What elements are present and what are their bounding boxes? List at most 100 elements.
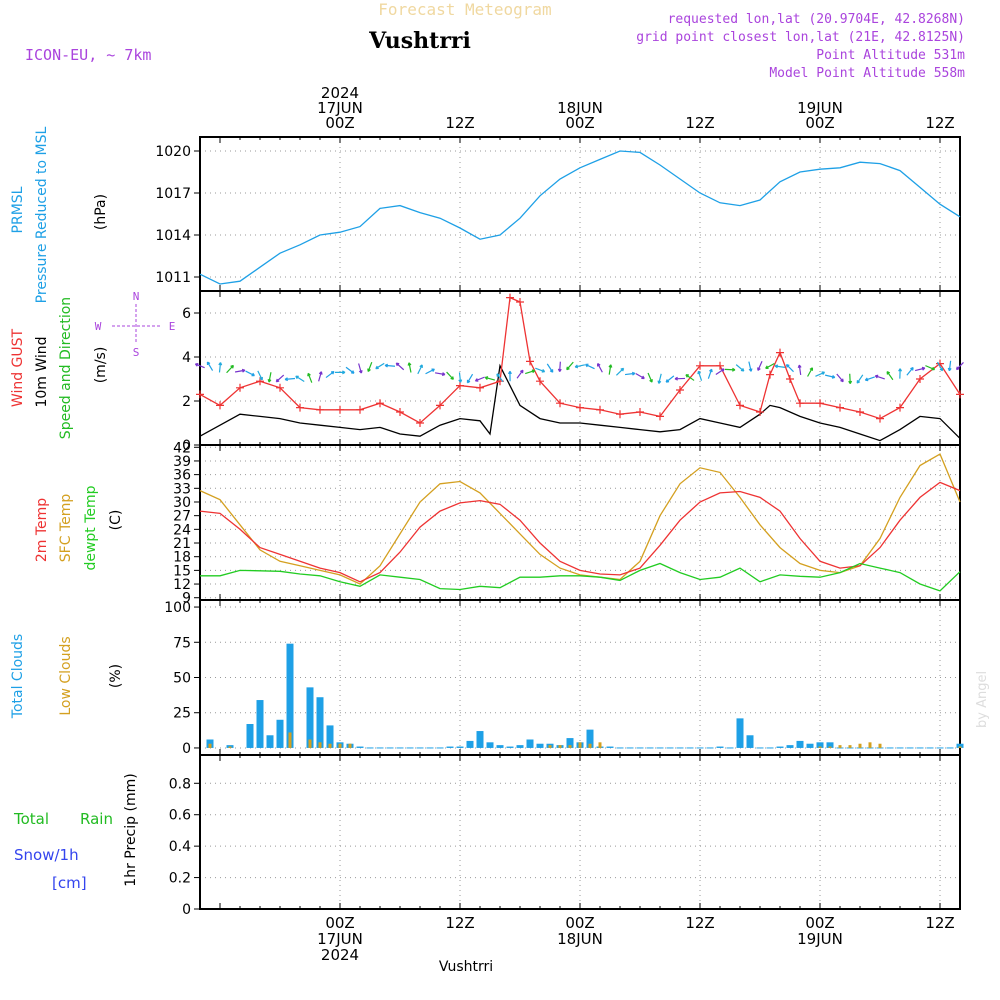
- clouds-unit: (%): [108, 664, 124, 688]
- temp-frame: [199, 444, 961, 601]
- total-cloud-bar: [956, 743, 964, 748]
- pressure-ytick-label: 1014: [155, 228, 191, 244]
- clouds-label-1: Total Clouds: [10, 634, 26, 719]
- temp-ytick-label: 18: [173, 550, 191, 566]
- gust-marker: [786, 375, 794, 383]
- wind-label-3: Speed and Direction: [58, 297, 74, 439]
- temp-ytick-label: 12: [173, 577, 191, 593]
- wind-direction-arrow: [665, 375, 675, 383]
- wind-direction-arrow: [245, 370, 255, 377]
- gust-marker: [836, 403, 844, 412]
- wind-direction-arrow: [707, 368, 713, 379]
- pressure-unit: (hPa): [93, 194, 109, 230]
- total-cloud-bar: [796, 740, 804, 748]
- wind-direction-arrow: [906, 366, 914, 376]
- wind-direction-arrow: [797, 364, 802, 376]
- compass-rose: N S W E: [95, 290, 176, 359]
- low-cloud-bar: [328, 743, 332, 748]
- wind-direction-arrow: [685, 374, 695, 381]
- dewpt-line: [200, 562, 961, 592]
- low-cloud-bar: [578, 742, 582, 748]
- low-cloud-bar: [818, 746, 822, 748]
- precip-label-total: Total: [13, 810, 49, 828]
- top-time-label: 17JUN: [317, 99, 363, 117]
- wind-direction-arrow: [864, 376, 875, 382]
- total-cloud-bar: [806, 743, 814, 748]
- top-time-label: 18JUN: [557, 99, 603, 117]
- temp-ytick-label: 30: [173, 495, 191, 511]
- pressure-ytick-label: 1020: [155, 144, 191, 160]
- pressure-ytick-label: 1017: [155, 186, 191, 202]
- wind-direction-arrow: [955, 361, 964, 371]
- wind-direction-arrow: [318, 371, 323, 382]
- wind-direction-arrow: [657, 373, 662, 384]
- bottom-time-label: 19JUN: [797, 930, 843, 948]
- wind-direction-arrow: [774, 364, 786, 369]
- wind-direction-arrow: [335, 370, 346, 375]
- wind-direction-arrow: [765, 362, 775, 369]
- wind-direction-arrow: [724, 367, 736, 372]
- gust-marker: [506, 293, 514, 302]
- wind-direction-arrow: [407, 362, 412, 373]
- temp-ytick-label: 42: [173, 440, 191, 456]
- footer-location: Vushtrri: [439, 959, 493, 975]
- gust-marker: [616, 410, 624, 419]
- gust-marker: [526, 357, 534, 366]
- pressure-ytick-label: 1011: [155, 270, 191, 286]
- wind-direction-arrow: [206, 361, 214, 371]
- total-cloud-bar: [816, 742, 824, 748]
- wind-direction-arrow: [516, 369, 524, 379]
- gust-marker: [596, 405, 604, 414]
- temp-ytick-label: 27: [173, 509, 191, 525]
- wind-direction-arrow: [307, 372, 313, 383]
- total-cloud-bar: [486, 742, 494, 748]
- wind-direction-arrow: [535, 367, 546, 373]
- wind-ytick-label: 0: [182, 438, 191, 454]
- chart-subtitle: Forecast Meteogram: [378, 0, 551, 19]
- gust-marker: [676, 386, 684, 394]
- wind-direction-arrow: [947, 360, 952, 372]
- gust-marker: [856, 408, 864, 416]
- wind-direction-arrow: [674, 376, 686, 381]
- temp-ytick-label: 15: [173, 563, 191, 579]
- wind-direction-arrow: [395, 362, 405, 371]
- wind-direction-arrow: [898, 368, 903, 379]
- wind-direction-arrow: [417, 364, 423, 375]
- wind-direction-arrow: [566, 361, 574, 371]
- wind-direction-arrow: [446, 371, 454, 380]
- pressure-line: [199, 150, 961, 285]
- gust-marker: [276, 383, 284, 392]
- wind-direction-arrow: [275, 374, 285, 383]
- gust-marker: [356, 405, 364, 414]
- clouds-ytick-label: 75: [173, 635, 191, 651]
- total-cloud-bar: [446, 746, 454, 748]
- wind-direction-arrow: [434, 372, 446, 377]
- low-cloud-bar: [558, 745, 562, 748]
- total-cloud-bar: [476, 731, 484, 748]
- precip-label-cm: [cm]: [52, 874, 87, 892]
- total-cloud-bar: [276, 719, 284, 748]
- wind-direction-arrow: [735, 364, 745, 372]
- low-cloud-bar: [318, 742, 322, 748]
- gust-marker: [736, 401, 744, 410]
- requested-coords: requested lon,lat (20.9704E, 42.8268N): [668, 12, 965, 27]
- total-cloud-bar: [326, 725, 334, 748]
- temp-label-3: dewpt Temp: [83, 485, 99, 570]
- compass-south: S: [133, 346, 140, 359]
- low-cloud-bar: [568, 745, 572, 748]
- wind-direction-arrow: [597, 362, 603, 373]
- total-cloud-bar: [776, 746, 784, 748]
- wind-direction-arrow: [936, 361, 944, 372]
- wind-direction-arrow: [874, 374, 885, 380]
- wind-unit: (m/s): [93, 347, 109, 384]
- precip-ytick-label: 0.4: [169, 839, 191, 855]
- gust-marker: [696, 361, 704, 370]
- clouds-label-2: Low Clouds: [58, 636, 74, 715]
- total-cloud-bar: [536, 743, 544, 748]
- wind-direction-arrow: [466, 373, 474, 384]
- total-cloud-bar: [316, 697, 324, 748]
- gust-marker: [556, 399, 564, 408]
- low-cloud-bar: [828, 746, 832, 748]
- temp-ytick-label: 21: [173, 536, 191, 552]
